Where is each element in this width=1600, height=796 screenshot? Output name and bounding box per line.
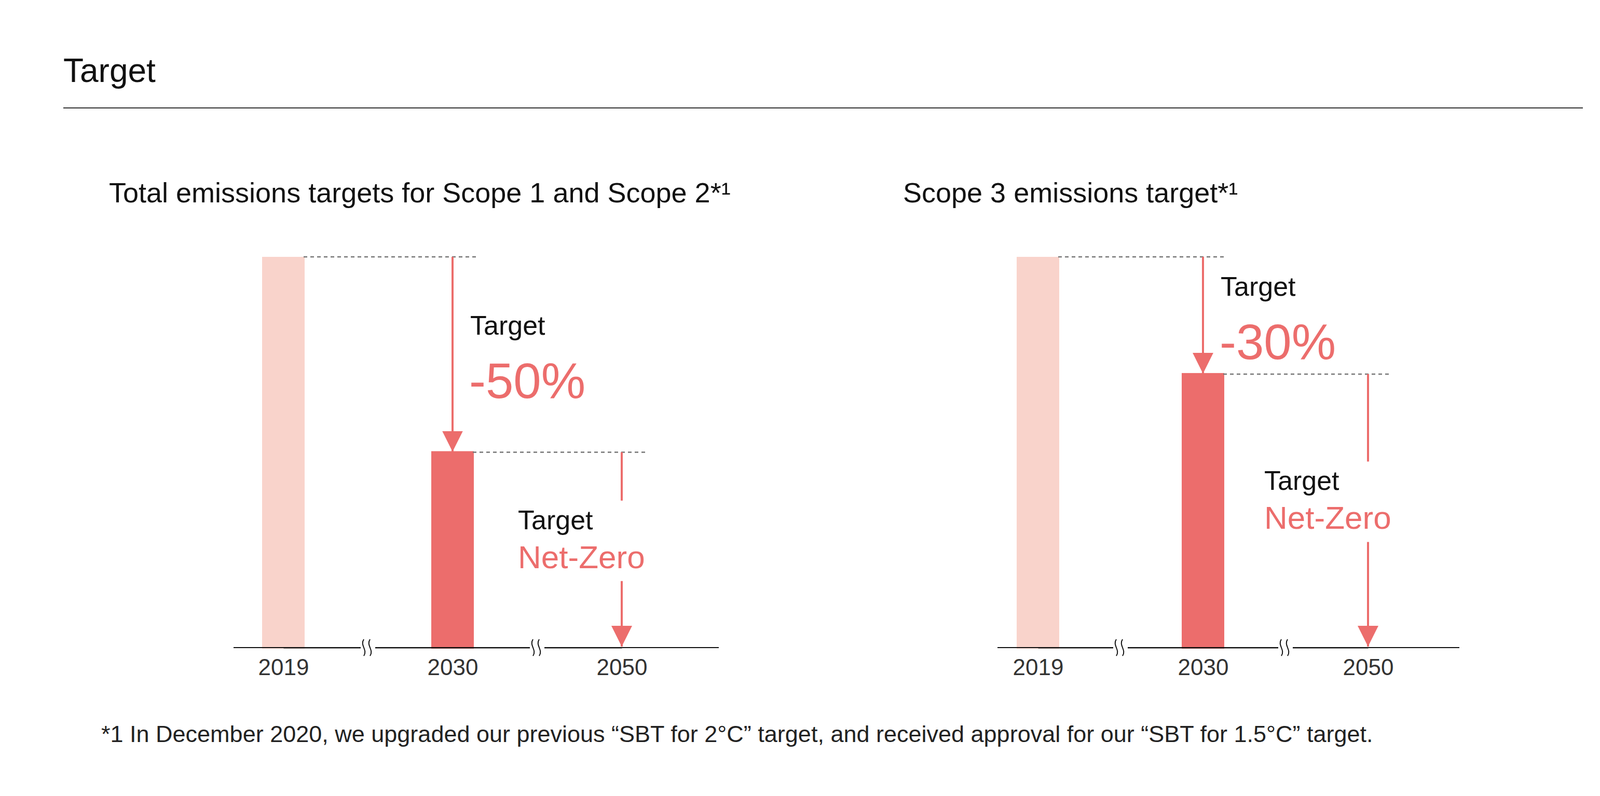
x-tick-label: 2019 <box>258 654 310 680</box>
axis-break-mark <box>538 639 541 656</box>
reference-line <box>303 256 476 258</box>
label-backing <box>1262 499 1394 536</box>
x-tick-label: 2050 <box>1343 654 1394 680</box>
chart-title: Scope 3 emissions target*¹ <box>903 176 1238 209</box>
arrow <box>1366 541 1370 647</box>
axis-break-mark <box>1121 639 1125 656</box>
page-title: Target <box>63 51 156 90</box>
annotation-label: Target <box>517 504 594 536</box>
axis-break-mark <box>362 639 366 656</box>
arrow <box>451 256 454 453</box>
x-tick-label: 2050 <box>596 654 648 680</box>
annotation: Target -30% <box>1058 256 1336 374</box>
x-tick-label: 2019 <box>1013 654 1064 680</box>
x-axis-line <box>283 647 623 649</box>
annotation-label: Target <box>1264 465 1340 496</box>
x-axis: 2019 2030 2050 <box>258 647 648 680</box>
chart-title: Total emissions targets for Scope 1 and … <box>108 176 731 209</box>
label-backing <box>515 539 648 576</box>
annotation-value: -30% <box>1219 313 1336 370</box>
axis-break-mark <box>1280 639 1283 656</box>
annotation-label: Target <box>1220 271 1296 302</box>
x-tick: 2019 <box>1013 647 1064 680</box>
x-axis: 2019 2030 2050 <box>1013 647 1394 680</box>
reference-line <box>472 451 646 454</box>
axis-break <box>360 639 376 656</box>
bar <box>1182 374 1224 648</box>
annotation-value: -50% <box>469 352 586 409</box>
arrow <box>1366 374 1370 462</box>
bars <box>1017 256 1224 648</box>
x-tick-label: 2030 <box>1178 654 1229 680</box>
reference-line <box>1058 256 1227 258</box>
annotation-label: Target <box>470 310 546 341</box>
arrow <box>620 452 623 501</box>
annotation: TargetNet-Zero <box>472 452 648 648</box>
baseline <box>997 647 1460 649</box>
x-tick-label: 2030 <box>427 654 479 680</box>
x-axis-line <box>1038 647 1369 649</box>
axis-break-mark <box>531 639 535 656</box>
x-tick: 2050 <box>596 647 648 680</box>
x-tick: 2019 <box>258 647 310 680</box>
page: Target Total emissions targets for Scope … <box>0 0 1600 796</box>
chart: Scope 3 emissions target*¹ 2019 2030 2050 Ta… <box>903 176 1460 680</box>
annotation: TargetNet-Zero <box>1223 374 1394 647</box>
baseline <box>233 647 719 649</box>
annotation-value: Net-Zero <box>1264 499 1392 536</box>
bar <box>1017 256 1059 648</box>
header-rule <box>63 107 1583 109</box>
bar <box>263 256 304 648</box>
chart: Total emissions targets for Scope 1 and … <box>108 176 731 680</box>
axis-break-mark <box>368 639 372 656</box>
annotation-value: Net-Zero <box>517 539 646 576</box>
x-tick: 2030 <box>427 647 479 680</box>
axis-break-mark <box>1115 639 1118 656</box>
axis-break-mark <box>1286 639 1290 656</box>
axis-break <box>1113 639 1128 656</box>
axis-break <box>529 639 545 656</box>
arrow <box>1201 256 1205 374</box>
bar <box>432 452 473 649</box>
arrow <box>620 581 623 647</box>
axis-break <box>1278 639 1293 656</box>
annotation: Target -50% <box>303 256 586 453</box>
footnote: *1 In December 2020, we upgraded our pre… <box>101 720 1374 748</box>
bars <box>263 256 473 648</box>
x-tick: 2050 <box>1343 647 1394 680</box>
reference-line <box>1223 373 1392 376</box>
x-tick: 2030 <box>1178 647 1229 680</box>
